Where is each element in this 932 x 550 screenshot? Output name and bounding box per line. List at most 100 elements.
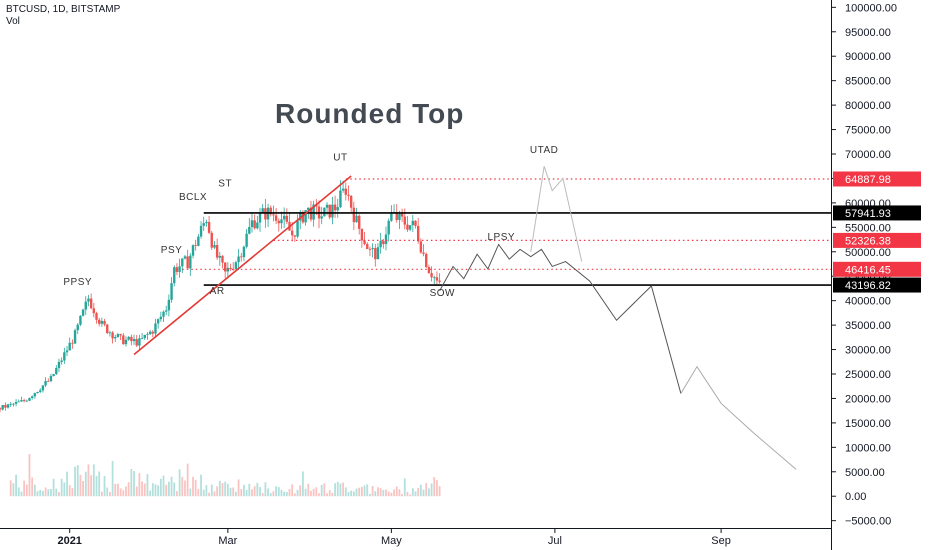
volume-bar (401, 493, 403, 497)
volume-bar (366, 484, 369, 497)
candle-body (277, 220, 280, 224)
volume-bar (109, 492, 111, 497)
candle-body (360, 228, 364, 241)
volume-bar (240, 489, 243, 497)
candle-body (419, 241, 423, 253)
candle-body (425, 253, 428, 268)
candle-body (33, 393, 37, 397)
volume-bar (47, 489, 50, 497)
y-tick-label: 55000.00 (845, 222, 891, 234)
candle-body (414, 220, 417, 226)
candle-body (106, 324, 109, 334)
volume-bar (374, 491, 377, 497)
volume-bar (363, 485, 366, 497)
candle-body (207, 221, 211, 233)
candle-body (143, 334, 146, 339)
volume-bar (28, 454, 31, 497)
candle-body (355, 215, 358, 223)
candle-body (47, 380, 50, 382)
candle-body (237, 256, 240, 263)
volume-bar (318, 493, 320, 497)
candle-body (194, 245, 197, 246)
annotation-psy: PSY (161, 245, 183, 256)
candle-body (325, 204, 329, 208)
annotation-bclx: BCLX (179, 192, 207, 203)
volume-bar (125, 486, 127, 497)
volume-bar (87, 464, 90, 497)
candle-body (1, 405, 4, 410)
volume-bar (63, 482, 66, 497)
candle-body (97, 319, 101, 324)
volume-bar (20, 491, 23, 497)
projection-path (439, 243, 682, 394)
volume-bar (379, 488, 382, 497)
volume-bar (15, 474, 17, 497)
candle-body (408, 225, 412, 230)
candle-body (28, 398, 31, 401)
volume-bar (181, 476, 184, 497)
volume-bar (200, 474, 202, 497)
volume-bar (197, 489, 200, 497)
volume-bar (229, 487, 232, 497)
volume-bar (213, 491, 216, 497)
volume-bar (299, 485, 302, 497)
candle-body (374, 248, 377, 260)
candle-body (146, 334, 149, 335)
volume-bar (342, 482, 345, 497)
volume-bar (151, 483, 154, 497)
candle-body (4, 405, 7, 408)
volume-bar (417, 488, 420, 497)
volume-bar (52, 478, 55, 497)
candle-body (422, 252, 425, 254)
candle-body (250, 220, 254, 227)
volume-bar (114, 483, 117, 497)
candle-body (376, 247, 380, 260)
candle-body (328, 204, 331, 218)
candle-body (68, 342, 71, 351)
candle-body (49, 376, 53, 382)
price-levels (182, 178, 831, 286)
y-tick-label: 20000.00 (845, 393, 891, 405)
candle-body (71, 342, 74, 344)
candle-body (301, 212, 305, 223)
volume-bar (272, 491, 275, 497)
y-tick-label: 0.00 (845, 491, 866, 503)
candle-body (122, 335, 125, 345)
volume-bar (17, 487, 20, 497)
volume-bar (98, 471, 101, 497)
candle-body (205, 221, 208, 224)
y-tick-label: 75000.00 (845, 125, 891, 137)
volume-bar (39, 489, 42, 497)
candle-body (41, 385, 45, 391)
volume-bar (138, 473, 141, 497)
volume-bar (339, 483, 342, 497)
candle-body (9, 403, 12, 405)
volume-bar (31, 477, 34, 497)
candle-body (189, 255, 192, 269)
volume-bar (208, 492, 210, 497)
volume-bar (12, 483, 15, 497)
x-tick-label: Sep (711, 535, 731, 547)
volume-bar (173, 482, 176, 497)
candle-body (333, 204, 337, 211)
candle-body (186, 256, 189, 269)
volume-bar (143, 483, 146, 497)
candle-body (148, 331, 152, 335)
volume-bar (350, 490, 353, 497)
volume-bar (186, 463, 189, 497)
volume-bar (106, 487, 109, 497)
volume-bar (176, 491, 178, 497)
candle-body (269, 207, 272, 215)
candle-body (140, 338, 144, 339)
candle-body (331, 204, 334, 218)
candle-body (22, 400, 26, 402)
candle-body (73, 330, 77, 344)
annotation-ut: UT (333, 152, 347, 163)
volume-bar (232, 487, 235, 497)
candle-body (344, 188, 348, 195)
volume-bar (293, 493, 296, 497)
candle-body (433, 277, 436, 279)
volume-bar (344, 487, 347, 497)
candle-body (138, 338, 141, 346)
